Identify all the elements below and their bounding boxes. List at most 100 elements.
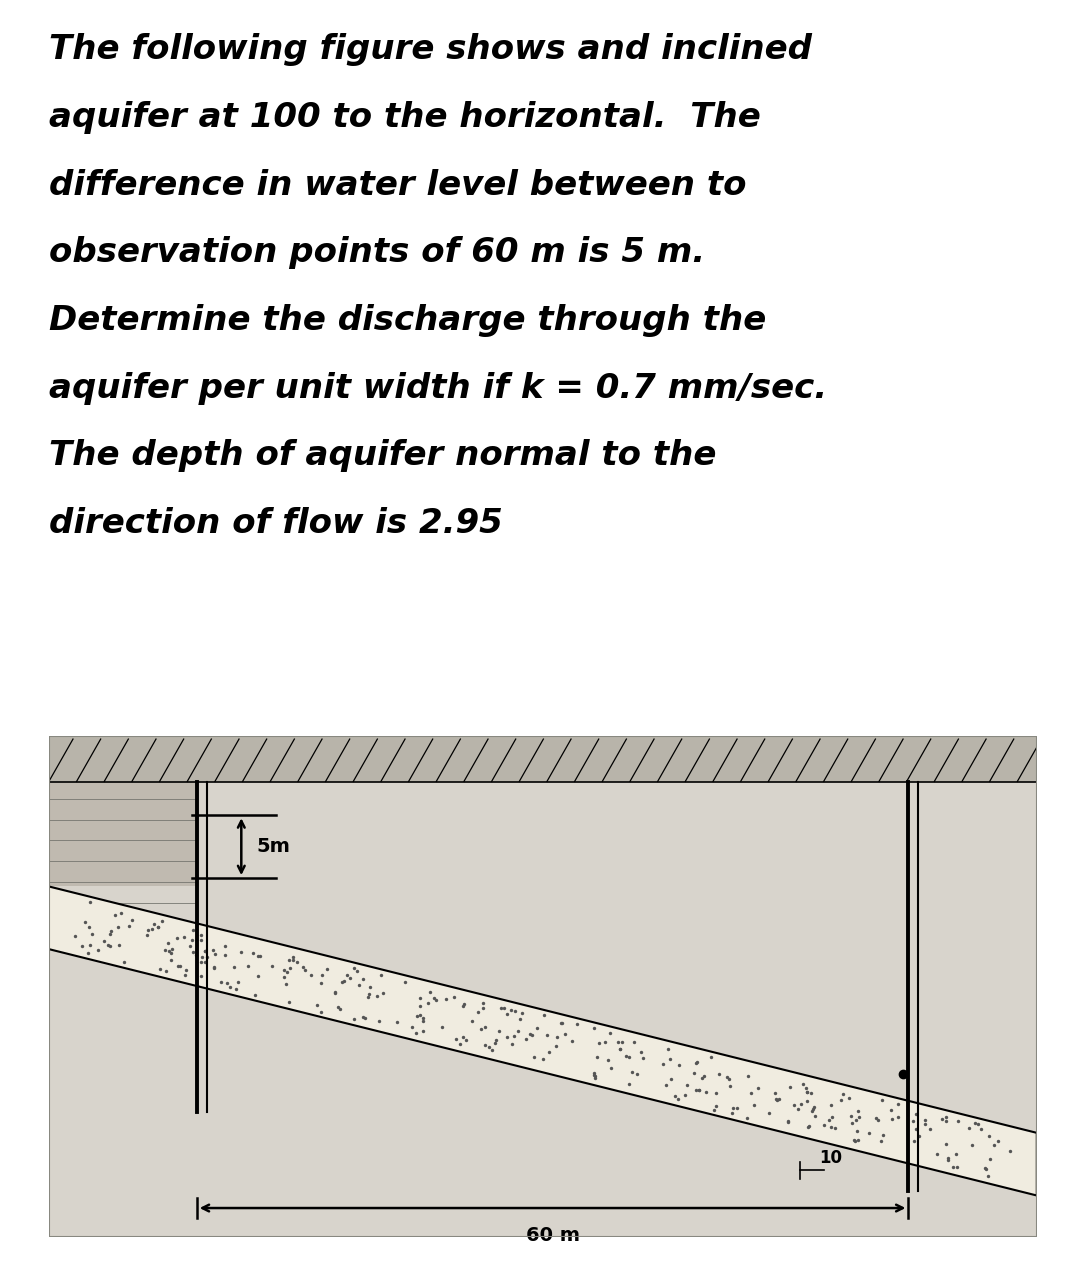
- Point: [163, 950, 180, 971]
- Point: [586, 1066, 604, 1086]
- Point: [246, 985, 264, 1005]
- Point: [205, 957, 222, 977]
- Point: [585, 1065, 603, 1085]
- Point: [213, 971, 230, 991]
- Point: [921, 1119, 939, 1140]
- Point: [354, 1006, 372, 1027]
- Point: [703, 1047, 720, 1067]
- Point: [969, 1114, 986, 1134]
- Point: [80, 917, 97, 938]
- Point: [282, 958, 299, 978]
- Point: [332, 999, 349, 1019]
- Point: [120, 916, 137, 937]
- Point: [621, 1047, 638, 1067]
- Point: [688, 1080, 705, 1100]
- Point: [766, 1082, 783, 1103]
- Point: [882, 1100, 900, 1121]
- Point: [95, 931, 112, 952]
- Point: [218, 972, 235, 992]
- Point: [883, 1109, 901, 1129]
- Point: [678, 1075, 696, 1095]
- Point: [346, 958, 363, 978]
- Point: [313, 966, 330, 986]
- Point: [370, 1010, 388, 1030]
- Point: [658, 1075, 675, 1095]
- Point: [905, 1110, 922, 1131]
- Point: [240, 956, 257, 976]
- Point: [192, 930, 210, 950]
- Point: [609, 1032, 626, 1052]
- Point: [890, 1107, 907, 1127]
- Point: [445, 986, 462, 1006]
- Point: [361, 983, 378, 1004]
- Point: [187, 945, 204, 966]
- Point: [505, 1025, 523, 1046]
- Point: [823, 1107, 840, 1127]
- Point: [916, 1110, 933, 1131]
- Point: [977, 1159, 995, 1179]
- Text: 60 m: 60 m: [526, 1226, 580, 1245]
- Point: [139, 920, 157, 940]
- Point: [149, 916, 166, 937]
- Point: [848, 1121, 865, 1141]
- Point: [426, 989, 443, 1009]
- Point: [937, 1134, 955, 1155]
- Point: [724, 1103, 741, 1123]
- Point: [842, 1107, 860, 1127]
- Point: [799, 1117, 816, 1137]
- Point: [350, 975, 367, 995]
- Point: [183, 929, 200, 949]
- Point: [354, 968, 372, 989]
- Point: [206, 944, 224, 964]
- Point: [158, 961, 175, 981]
- Point: [275, 967, 293, 987]
- Point: [511, 1009, 528, 1029]
- Point: [940, 1150, 957, 1170]
- Point: [890, 1094, 907, 1114]
- Point: [474, 997, 491, 1018]
- Point: [549, 1027, 566, 1047]
- Point: [826, 1118, 843, 1138]
- Point: [696, 1066, 713, 1086]
- Point: [507, 1001, 524, 1022]
- Point: [476, 1034, 494, 1055]
- Point: [623, 1062, 640, 1082]
- Point: [906, 1131, 923, 1151]
- Point: [711, 1063, 728, 1084]
- Point: [181, 935, 199, 956]
- Point: [976, 1157, 994, 1178]
- Point: [492, 997, 510, 1018]
- Point: [635, 1048, 652, 1068]
- Point: [197, 940, 214, 961]
- Point: [110, 935, 127, 956]
- Point: [585, 1018, 603, 1038]
- Point: [949, 1110, 967, 1131]
- Point: [498, 1004, 515, 1024]
- Point: [244, 943, 261, 963]
- Point: [230, 972, 247, 992]
- Point: [433, 1018, 450, 1038]
- Point: [455, 1027, 472, 1047]
- Point: [585, 1063, 603, 1084]
- Point: [411, 996, 429, 1016]
- Point: [175, 928, 192, 948]
- Point: [867, 1108, 885, 1128]
- Point: [823, 1117, 840, 1137]
- Point: [415, 1010, 432, 1030]
- Point: [939, 1147, 956, 1167]
- Point: [396, 972, 414, 992]
- Point: [457, 1030, 474, 1051]
- Point: [874, 1124, 891, 1145]
- Point: [513, 1004, 530, 1024]
- Point: [481, 1037, 498, 1057]
- Point: [740, 1066, 757, 1086]
- Point: [81, 934, 98, 954]
- Point: [204, 940, 221, 961]
- Point: [486, 1033, 503, 1053]
- Point: [177, 959, 194, 980]
- Text: aquifer per unit width if k = 0.7 mm/sec.: aquifer per unit width if k = 0.7 mm/sec…: [49, 372, 826, 405]
- Point: [662, 1070, 679, 1090]
- Point: [548, 1036, 565, 1056]
- Point: [83, 924, 100, 944]
- Point: [217, 945, 234, 966]
